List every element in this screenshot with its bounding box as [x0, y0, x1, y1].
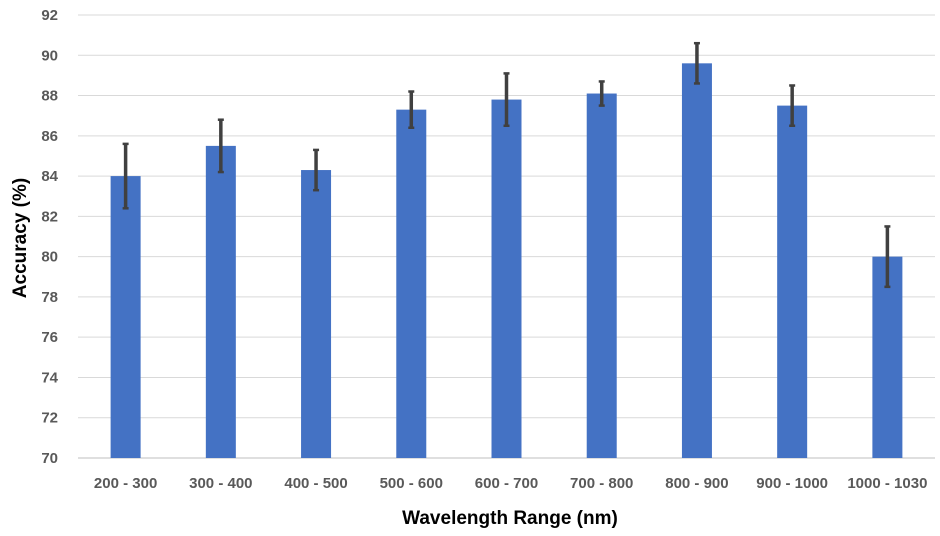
- y-axis-tick-labels: 70 72 74 76 78 80 82 84 86 88 90 92: [41, 7, 58, 467]
- y-tick-label: 88: [41, 88, 58, 105]
- y-tick-label: 78: [41, 289, 58, 306]
- x-tick-label: 200 - 300: [94, 475, 157, 492]
- x-tick-label: 400 - 500: [284, 475, 347, 492]
- y-tick-label: 82: [41, 208, 58, 225]
- x-axis-tick-labels: 200 - 300 300 - 400 400 - 500 500 - 600 600 …: [94, 475, 928, 492]
- bars: [110, 63, 903, 459]
- x-tick-label: 500 - 600: [380, 475, 443, 492]
- bar: [396, 109, 427, 459]
- bar: [110, 176, 141, 458]
- bar: [586, 93, 617, 459]
- x-tick-label: 600 - 700: [475, 475, 538, 492]
- y-tick-label: 86: [41, 128, 58, 145]
- x-axis-title: Wavelength Range (nm): [402, 508, 618, 529]
- bar: [872, 256, 903, 458]
- bar: [777, 105, 808, 458]
- y-tick-label: 76: [41, 329, 58, 346]
- x-tick-label: 900 - 1000: [756, 475, 828, 492]
- y-tick-label: 90: [41, 47, 58, 64]
- y-tick-label: 92: [41, 7, 58, 24]
- error-bars: [122, 41, 891, 289]
- y-tick-label: 74: [41, 369, 58, 386]
- bar: [301, 170, 332, 459]
- y-axis-title: Accuracy (%): [10, 178, 31, 298]
- bar: [681, 63, 712, 459]
- y-tick-label: 72: [41, 410, 58, 427]
- y-tick-label: 80: [41, 249, 58, 266]
- bar: [491, 99, 522, 458]
- x-tick-label: 300 - 400: [189, 475, 252, 492]
- y-tick-label: 84: [41, 168, 58, 185]
- bar: [205, 145, 236, 459]
- y-tick-label: 70: [41, 450, 58, 467]
- x-tick-label: 800 - 900: [665, 475, 728, 492]
- x-tick-label: 700 - 800: [570, 475, 633, 492]
- x-tick-label: 1000 - 1030: [847, 475, 927, 492]
